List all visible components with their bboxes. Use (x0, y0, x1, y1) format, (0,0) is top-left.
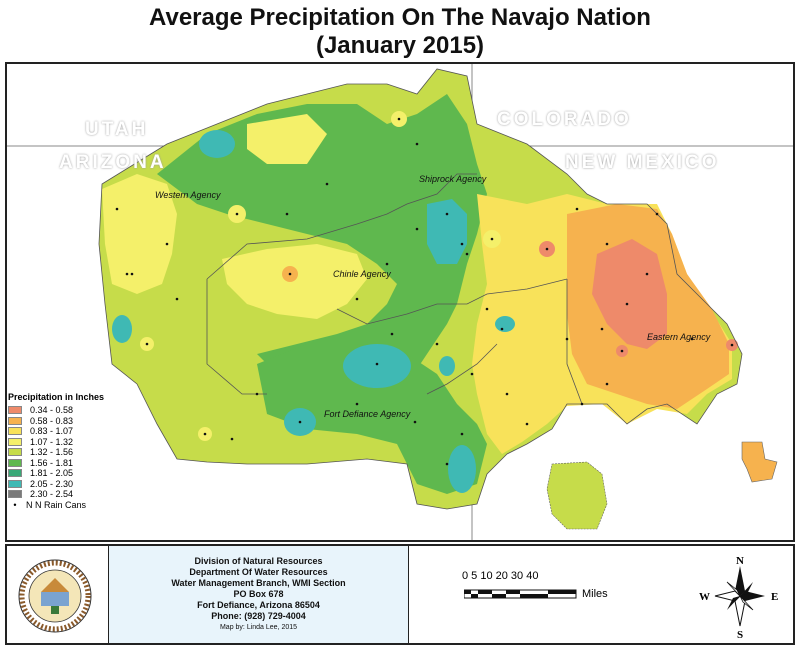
new-mexico-label: NEW MEXICO (565, 152, 720, 173)
map-frame: UTAH COLORADO ARIZONA NEW MEXICO Western… (5, 62, 795, 542)
scale-bar-graphic (464, 589, 577, 599)
compass-rose-icon: N S W E (699, 555, 778, 641)
compass-s: S (737, 629, 743, 640)
nation-outline (98, 68, 743, 510)
teal-patch-7 (112, 315, 132, 343)
western-agency-label: Western Agency (155, 190, 221, 200)
teal-patch-6 (495, 316, 515, 332)
eastern-agency-label: Eastern Agency (647, 332, 711, 342)
legend-item: 0.83 - 1.07 (8, 426, 128, 437)
info-line-6: Phone: (928) 729-4004 (211, 611, 306, 621)
legend-label: 2.05 - 2.30 (30, 478, 74, 489)
legend-item: 1.07 - 1.32 (8, 437, 128, 448)
compass-w: W (699, 591, 710, 603)
yellow-chinle (222, 244, 367, 319)
rain-can-dots (115, 117, 734, 466)
utah-label: UTAH (85, 119, 149, 140)
arizona-label: ARIZONA (59, 152, 167, 173)
navajo-nation-seal-icon (18, 559, 92, 633)
scale-ticks: 0 5 10 20 30 40 (462, 570, 539, 582)
red-east (592, 239, 667, 349)
legend-rain-cans: • N N Rain Cans (8, 500, 128, 511)
north-arrow: N S W E (695, 552, 785, 641)
legend-swatch (8, 469, 22, 478)
legend-label: 2.30 - 2.54 (30, 489, 74, 500)
info-line-2: Department Of Water Resources (189, 567, 328, 577)
dot-icon: • (13, 499, 17, 510)
shiprock-agency-label: Shiprock Agency (419, 174, 487, 184)
yellow-west (102, 174, 177, 294)
precipitation-map (7, 64, 793, 540)
scale-bar: 0 5 10 20 30 40 Miles (462, 570, 632, 610)
colorado-label: COLORADO (497, 109, 632, 130)
legend-item: 1.81 - 2.05 (8, 468, 128, 479)
scale-unit: Miles (582, 588, 608, 600)
info-line-3: Water Management Branch, WMI Section (171, 578, 346, 588)
info-line-5: Fort Defiance, Arizona 86504 (197, 600, 320, 610)
legend-title: Precipitation in Inches (8, 392, 105, 402)
teal-patch-1 (199, 130, 235, 158)
agency-boundary (206, 173, 583, 405)
legend-label: 1.56 - 1.81 (30, 457, 74, 468)
legend-label: 1.07 - 1.32 (30, 436, 74, 447)
legend-swatch (8, 490, 22, 499)
legend: Precipitation in Inches 0.34 - 0.58 0.58 … (8, 392, 128, 510)
legend-label: 1.32 - 1.56 (30, 447, 74, 458)
legend-swatch (8, 458, 22, 467)
map-title: Average Precipitation On The Navajo Nati… (149, 4, 651, 31)
green-zone (157, 94, 487, 414)
legend-swatch (8, 479, 22, 488)
legend-swatch (8, 427, 22, 436)
legend-item: 0.34 - 0.58 (8, 405, 128, 416)
fort-defiance-agency-label: Fort Defiance Agency (324, 409, 411, 419)
yellow-central (247, 114, 327, 164)
compass-e: E (771, 591, 778, 603)
compass-n: N (736, 555, 744, 567)
legend-swatch (8, 416, 22, 425)
teal-patch-5 (448, 445, 476, 493)
chinle-agency-label: Chinle Agency (333, 269, 391, 279)
legend-item: 2.30 - 2.54 (8, 489, 128, 500)
green-zone-south (257, 344, 487, 494)
legend-item: 0.58 - 0.83 (8, 416, 128, 427)
info-line-1: Division of Natural Resources (194, 556, 323, 566)
orange-tract (741, 441, 778, 483)
teal-patch-3 (343, 344, 411, 388)
legend-swatch (8, 448, 22, 457)
legend-item: 1.56 - 1.81 (8, 458, 128, 469)
teal-patch-2 (427, 199, 467, 264)
teal-patch-8 (439, 356, 455, 376)
map-credit: Map by: Linda Lee, 2015 (219, 624, 298, 631)
legend-swatch (8, 406, 22, 415)
legend-label: 0.34 - 0.58 (30, 405, 74, 416)
legend-label: 1.81 - 2.05 (30, 468, 74, 479)
agency-info: Division of Natural Resources Department… (108, 546, 409, 643)
legend-label: 0.83 - 1.07 (30, 426, 74, 437)
footer-panel: Division of Natural Resources Department… (5, 544, 795, 645)
legend-swatch (8, 437, 22, 446)
map-subtitle: (January 2015) (315, 32, 485, 59)
legend-item: 1.32 - 1.56 (8, 447, 128, 458)
info-line-4: PO Box 678 (233, 589, 284, 599)
legend-label: 0.58 - 0.83 (30, 415, 74, 426)
legend-item: 2.05 - 2.30 (8, 479, 128, 490)
south-tract (546, 461, 608, 530)
